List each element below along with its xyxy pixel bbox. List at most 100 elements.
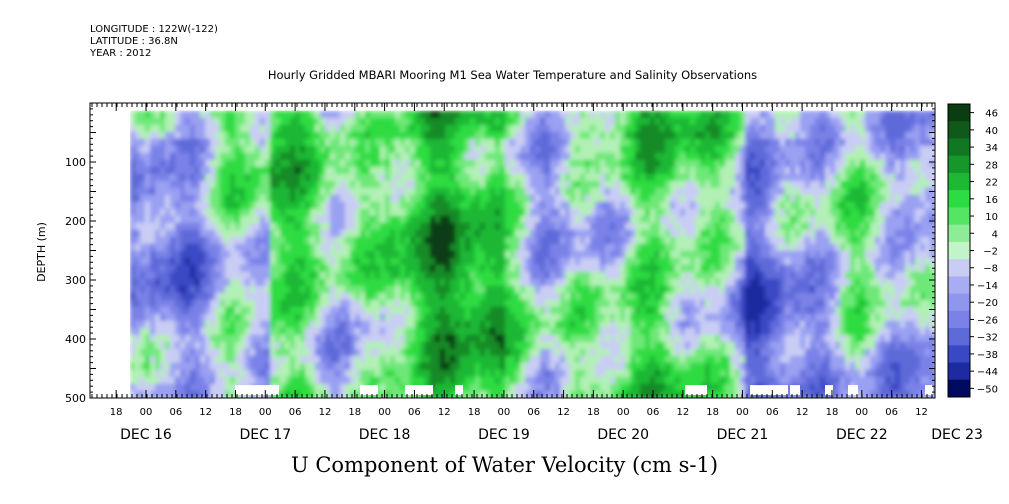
heatmap-cell [305, 124, 311, 133]
heatmap-cell [420, 306, 426, 315]
heatmap-cell [325, 243, 331, 252]
heatmap-cell [355, 313, 361, 322]
heatmap-cell [270, 369, 276, 378]
heatmap-cell [140, 257, 146, 266]
heatmap-cell [200, 131, 206, 140]
heatmap-cell [530, 348, 536, 357]
heatmap-cell [160, 257, 166, 266]
heatmap-cell [135, 250, 141, 259]
heatmap-cell [225, 250, 231, 259]
heatmap-cell [570, 257, 576, 266]
heatmap-cell [555, 243, 561, 252]
heatmap-cell [460, 117, 466, 126]
heatmap-cell [520, 208, 526, 217]
heatmap-cell [550, 194, 556, 203]
heatmap-cell [455, 110, 461, 119]
heatmap-cell [305, 236, 311, 245]
heatmap-cell [450, 271, 456, 280]
heatmap-cell [290, 278, 296, 287]
heatmap-cell [550, 152, 556, 161]
heatmap-cell [430, 138, 436, 147]
heatmap-cell [455, 194, 461, 203]
heatmap-cell [255, 334, 261, 343]
heatmap-cell [370, 159, 376, 168]
heatmap-cell [500, 278, 506, 287]
heatmap-cell [230, 194, 236, 203]
heatmap-cell [170, 271, 176, 280]
heatmap-cell [325, 236, 331, 245]
heatmap-cell [235, 299, 241, 308]
heatmap-cell [555, 201, 561, 210]
heatmap-cell [415, 320, 421, 329]
heatmap-cell [400, 348, 406, 357]
heatmap-cell [180, 334, 186, 343]
heatmap-cell [425, 355, 431, 364]
heatmap-cell [290, 348, 296, 357]
heatmap-cell [170, 313, 176, 322]
heatmap-cell [565, 173, 571, 182]
heatmap-cell [345, 313, 351, 322]
heatmap-cell [470, 390, 476, 398]
heatmap-cell [130, 285, 136, 294]
heatmap-cell [495, 334, 501, 343]
heatmap-cell [190, 229, 196, 238]
heatmap-cell [510, 376, 516, 385]
heatmap-cell [275, 124, 281, 133]
heatmap-cell [605, 250, 611, 259]
heatmap-cell [475, 145, 481, 154]
heatmap-cell [350, 229, 356, 238]
heatmap-cell [590, 348, 596, 357]
heatmap-cell [355, 110, 361, 119]
heatmap-cell [500, 348, 506, 357]
heatmap-cell [280, 264, 286, 273]
heatmap-cell [305, 299, 311, 308]
heatmap-cell [605, 180, 611, 189]
heatmap-cell [260, 348, 266, 357]
heatmap-cell [155, 250, 161, 259]
heatmap-cell [200, 334, 206, 343]
heatmap-cell [425, 299, 431, 308]
heatmap-cell [460, 194, 466, 203]
heatmap-cell [395, 145, 401, 154]
heatmap-cell [170, 390, 176, 398]
heatmap-cell [360, 369, 366, 378]
heatmap-cell [235, 229, 241, 238]
heatmap-cell [545, 215, 551, 224]
heatmap-cell [285, 250, 291, 259]
heatmap-cell [270, 145, 276, 154]
heatmap-cell [180, 159, 186, 168]
heatmap-cell [550, 278, 556, 287]
heatmap-cell [170, 124, 176, 133]
heatmap-cell [510, 180, 516, 189]
heatmap-cell [400, 215, 406, 224]
heatmap-cell [565, 306, 571, 315]
heatmap-cell [170, 236, 176, 245]
heatmap-cell [425, 131, 431, 140]
heatmap-cell [570, 208, 576, 217]
heatmap-cell [360, 376, 366, 385]
heatmap-cell [550, 271, 556, 280]
heatmap-cell [425, 117, 431, 126]
heatmap-cell [460, 320, 466, 329]
heatmap-cell [440, 320, 446, 329]
heatmap-cell [550, 236, 556, 245]
heatmap-cell [285, 110, 291, 119]
heatmap-cell [455, 187, 461, 196]
heatmap-cell [515, 222, 521, 231]
heatmap-cell [510, 278, 516, 287]
heatmap-cell [560, 243, 566, 252]
heatmap-cell [560, 229, 566, 238]
heatmap-cell [485, 306, 491, 315]
heatmap-cell [290, 117, 296, 126]
heatmap-cell [370, 215, 376, 224]
heatmap-cell [490, 369, 496, 378]
heatmap-cell [375, 313, 381, 322]
heatmap-cell [265, 124, 271, 133]
heatmap-cell [365, 173, 371, 182]
heatmap-cell [545, 117, 551, 126]
heatmap-cell [305, 173, 311, 182]
heatmap-cell [240, 159, 246, 168]
heatmap-cell [220, 117, 226, 126]
heatmap-cell [395, 327, 401, 336]
heatmap-cell [150, 166, 156, 175]
